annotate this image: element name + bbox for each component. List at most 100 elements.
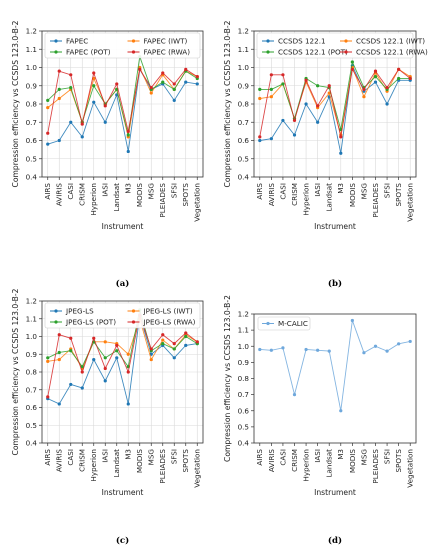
data-point	[362, 87, 366, 91]
x-axis-title: Instrument	[314, 222, 356, 231]
data-point	[172, 342, 176, 346]
panel-caption: (b)	[328, 278, 342, 289]
x-tick-label: IASI	[313, 449, 322, 463]
x-tick-label: AVIRIS	[55, 449, 64, 473]
data-point	[103, 340, 107, 344]
data-point	[69, 382, 73, 387]
x-tick-label: AVIRIS	[267, 449, 276, 473]
data-point	[69, 120, 73, 124]
x-tick-label: MODIS	[135, 183, 144, 208]
x-tick-label: AVIRIS	[55, 183, 64, 207]
data-point	[327, 349, 331, 353]
y-tick-label: 0.6	[26, 136, 38, 145]
chart-panel-2: 0.4 0.5 0.6 0.7 0.8 0.9 1.0 1.1 1.2 AIRS AVIRIS CAS…	[223, 20, 428, 289]
y-tick-label: 0.7	[26, 118, 37, 127]
y-tick-label: 0.8	[26, 368, 38, 377]
data-point	[103, 379, 107, 383]
data-point	[92, 71, 96, 75]
data-point	[115, 343, 119, 347]
data-point	[385, 349, 389, 353]
y-tick-label: 0.4	[238, 173, 250, 182]
series-line	[47, 65, 198, 137]
data-point	[126, 370, 130, 374]
data-point	[258, 135, 262, 139]
data-point	[258, 96, 262, 101]
legend-swatch-marker	[54, 50, 58, 54]
data-point	[172, 356, 176, 360]
data-point	[172, 98, 176, 102]
legend-swatch-marker	[266, 39, 270, 43]
legend-swatch-marker	[54, 39, 58, 43]
data-point	[327, 84, 331, 88]
legend-swatch-marker	[266, 321, 270, 326]
x-tick-label: CRISM	[290, 449, 299, 472]
data-point	[57, 357, 61, 362]
x-tick-label: CASI	[278, 449, 287, 466]
y-tick-label: 1.2	[238, 27, 249, 36]
x-axis-title: Instrument	[102, 222, 144, 231]
data-point	[115, 356, 119, 360]
data-point	[397, 67, 401, 71]
x-tick-label: SPOTS	[394, 183, 403, 207]
x-tick-label: PLEIADES	[158, 183, 167, 218]
data-point	[339, 151, 343, 155]
data-point	[304, 347, 308, 352]
x-tick-label: Landsat	[112, 449, 121, 478]
data-point	[184, 343, 188, 347]
data-point	[184, 67, 188, 71]
data-point	[350, 318, 354, 323]
data-point	[385, 102, 389, 106]
legend-entry: FAPEC (POT)	[66, 48, 111, 57]
data-point	[397, 76, 401, 81]
data-point	[327, 91, 331, 95]
x-tick-label: Vegetation	[193, 449, 202, 488]
data-point	[69, 73, 73, 77]
x-tick-label: SFSI	[170, 183, 179, 198]
data-point	[350, 67, 354, 71]
x-tick-label: AVIRIS	[267, 183, 276, 207]
legend-entry: M-CALIC	[278, 319, 308, 328]
data-point	[46, 356, 50, 360]
y-tick-label: 0.5	[26, 154, 37, 163]
x-tick-label: Hyperion	[301, 183, 310, 216]
y-tick-label: 1.0	[26, 63, 38, 72]
data-point	[161, 71, 165, 75]
data-point	[304, 78, 308, 82]
data-point	[92, 100, 96, 104]
series-line	[47, 56, 198, 136]
legend-swatch-marker	[131, 320, 136, 324]
legend-box	[44, 32, 201, 59]
x-tick-label: SFSI	[170, 449, 179, 464]
x-tick-label: SPOTS	[181, 449, 190, 473]
legend: JPEG-LS JPEG-LS (IWT) JPEG-LS (POT) JPEG-LS…	[44, 302, 201, 329]
data-point	[172, 87, 176, 91]
x-tick-label: AIRS	[43, 183, 52, 200]
x-tick-label: Hyperion	[89, 449, 98, 482]
y-tick-label: 0.9	[238, 81, 250, 90]
data-point	[126, 129, 130, 133]
data-point	[92, 357, 96, 362]
data-point	[304, 102, 308, 106]
data-point	[373, 75, 378, 79]
data-point	[281, 346, 285, 350]
y-tick-label: 1.0	[238, 63, 250, 72]
data-point	[46, 98, 50, 102]
data-point	[195, 340, 199, 344]
data-point	[362, 95, 366, 99]
data-point	[126, 133, 130, 137]
chart-panel-3: 0.4 0.5 0.6 0.7 0.8 0.9 1.0 1.1 1.2 AIRS AVIRIS CAS…	[11, 288, 204, 546]
x-tick-label: CRISM	[290, 183, 299, 206]
data-point	[269, 73, 273, 77]
y-tick-label: 0.5	[238, 154, 249, 163]
legend-swatch-marker	[266, 50, 270, 54]
y-axis-title: Compression efficiency vs CCSDS 123.0-B-…	[11, 288, 20, 455]
legend-entry: JPEG-LS (POT)	[65, 318, 116, 327]
series-line	[47, 67, 198, 152]
data-point	[258, 347, 262, 352]
x-axis-title: Instrument	[102, 488, 144, 497]
y-tick-label: 1.1	[238, 45, 249, 54]
y-tick-label: 0.9	[26, 350, 38, 359]
data-point	[103, 120, 107, 124]
x-tick-label: Vegetation	[193, 183, 202, 222]
